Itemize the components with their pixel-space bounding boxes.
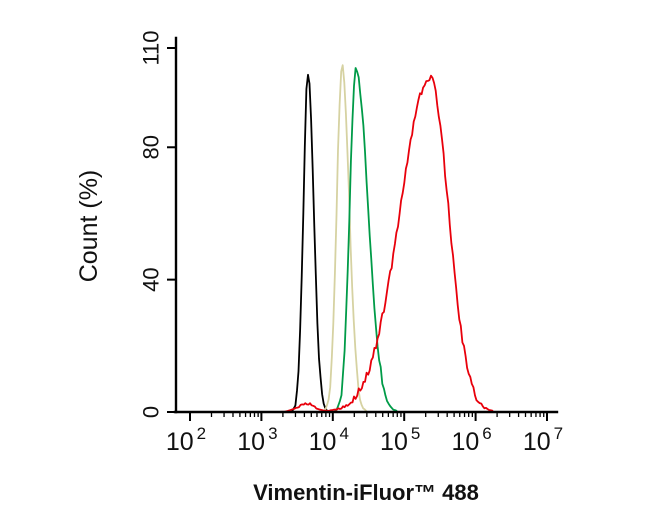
- x-tick-label: 10 4: [309, 424, 349, 456]
- y-tick-label: 0: [139, 406, 164, 418]
- curve-green-control: [334, 67, 398, 413]
- curve-beige-control: [323, 64, 368, 413]
- x-tick-label: 10 7: [523, 424, 563, 456]
- curve-red-vimentin: [279, 74, 494, 413]
- y-tick-label: 40: [139, 267, 164, 291]
- x-axis-label: Vimentin-iFluor™ 488: [253, 480, 479, 505]
- histogram-curves: [279, 64, 494, 413]
- y-axis-label: Count (%): [75, 170, 103, 283]
- y-tick-label: 110: [139, 30, 164, 65]
- y-tick-label: 80: [139, 135, 164, 159]
- x-tick-label: 10 6: [451, 424, 491, 456]
- x-axis-ticks: 10 2 10 3 10 4 10 5 10 6 10 7: [166, 412, 563, 456]
- x-tick-label: 10 2: [166, 424, 206, 456]
- x-tick-label: 10 5: [380, 424, 420, 456]
- x-tick-label: 10 3: [237, 424, 277, 456]
- y-axis-ticks: 0 40 80 110: [139, 30, 176, 418]
- curve-black-control: [291, 73, 329, 413]
